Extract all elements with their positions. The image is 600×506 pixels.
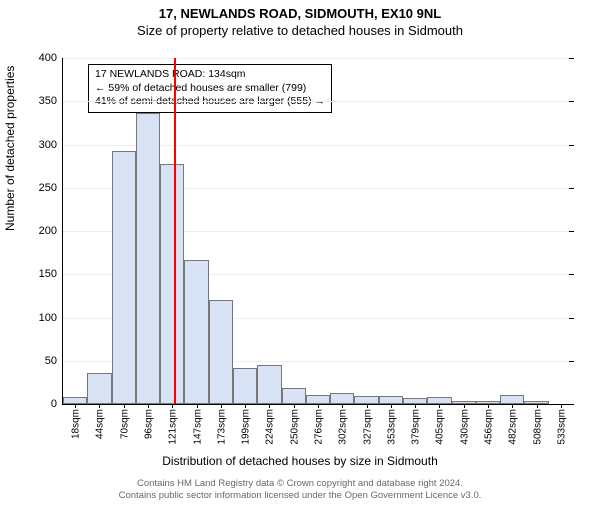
x-axis-label: Distribution of detached houses by size … (0, 454, 600, 468)
y-tick-label: 200 (39, 225, 63, 237)
x-tick-mark (464, 404, 465, 408)
x-tick-mark (124, 404, 125, 408)
y-axis-label: Number of detached properties (3, 66, 17, 231)
property-marker-line (174, 58, 176, 404)
x-tick-label: 456sqm (482, 409, 495, 445)
x-tick-label: 173sqm (214, 409, 227, 445)
x-tick-label: 276sqm (312, 409, 325, 445)
x-tick-mark (172, 404, 173, 408)
x-tick-mark (415, 404, 416, 408)
y-tick-label: 400 (39, 52, 63, 64)
y-tick-mark (569, 188, 574, 189)
x-tick-label: 224sqm (263, 409, 276, 445)
x-tick-mark (75, 404, 76, 408)
x-tick-label: 302sqm (336, 409, 349, 445)
x-tick-label: 44sqm (93, 409, 106, 439)
x-tick-mark (512, 404, 513, 408)
x-tick-mark (342, 404, 343, 408)
annotation-box: 17 NEWLANDS ROAD: 134sqm ← 59% of detach… (88, 64, 332, 113)
x-tick-label: 430sqm (457, 409, 470, 445)
histogram-bar (112, 151, 136, 404)
page-title: 17, NEWLANDS ROAD, SIDMOUTH, EX10 9NL (0, 6, 600, 21)
footer: Contains HM Land Registry data © Crown c… (0, 478, 600, 502)
x-tick-mark (561, 404, 562, 408)
x-tick-label: 147sqm (190, 409, 203, 445)
histogram-bar (330, 393, 354, 404)
y-tick-mark (569, 318, 574, 319)
y-tick-label: 250 (39, 182, 63, 194)
histogram-bar (209, 300, 233, 404)
x-tick-label: 250sqm (287, 409, 300, 445)
gridline (63, 58, 573, 59)
annotation-line2: ← 59% of detached houses are smaller (79… (95, 82, 325, 96)
footer-line1: Contains HM Land Registry data © Crown c… (0, 478, 600, 490)
y-tick-mark (569, 361, 574, 362)
y-tick-mark (569, 274, 574, 275)
x-tick-mark (537, 404, 538, 408)
x-tick-label: 96sqm (142, 409, 155, 439)
x-tick-mark (294, 404, 295, 408)
histogram-bar (500, 395, 524, 405)
x-tick-label: 533sqm (554, 409, 567, 445)
histogram-bar (379, 396, 403, 404)
annotation-line1: 17 NEWLANDS ROAD: 134sqm (95, 68, 325, 82)
x-tick-label: 482sqm (506, 409, 519, 445)
gridline (63, 101, 573, 102)
x-tick-label: 70sqm (117, 409, 130, 439)
x-tick-mark (318, 404, 319, 408)
y-tick-label: 0 (51, 398, 63, 410)
x-tick-mark (269, 404, 270, 408)
x-tick-mark (197, 404, 198, 408)
page-subtitle: Size of property relative to detached ho… (0, 23, 600, 38)
y-tick-label: 50 (45, 355, 63, 367)
x-tick-label: 353sqm (384, 409, 397, 445)
histogram-bar (160, 164, 184, 404)
histogram-bar (282, 388, 306, 404)
x-tick-label: 199sqm (239, 409, 252, 445)
y-tick-label: 300 (39, 139, 63, 151)
histogram-bar (427, 397, 451, 404)
y-tick-mark (569, 145, 574, 146)
y-tick-mark (569, 404, 574, 405)
y-tick-label: 100 (39, 312, 63, 324)
histogram-bar (233, 368, 257, 404)
y-tick-mark (569, 231, 574, 232)
histogram-bar (257, 365, 281, 404)
x-tick-mark (367, 404, 368, 408)
histogram-bar (354, 396, 378, 404)
x-tick-mark (148, 404, 149, 408)
y-tick-label: 350 (39, 95, 63, 107)
y-tick-mark (569, 58, 574, 59)
x-tick-label: 379sqm (409, 409, 422, 445)
histogram-bar (63, 397, 87, 404)
x-tick-label: 508sqm (530, 409, 543, 445)
x-tick-label: 405sqm (433, 409, 446, 445)
x-tick-mark (488, 404, 489, 408)
chart-container: 17, NEWLANDS ROAD, SIDMOUTH, EX10 9NL Si… (0, 6, 600, 506)
footer-line2: Contains public sector information licen… (0, 490, 600, 502)
chart-area: 17 NEWLANDS ROAD: 134sqm ← 59% of detach… (62, 58, 573, 405)
x-tick-mark (439, 404, 440, 408)
histogram-bar (136, 113, 160, 404)
histogram-bar (184, 260, 208, 404)
histogram-bar (87, 373, 111, 404)
histogram-bar (306, 395, 330, 405)
y-tick-mark (569, 101, 574, 102)
x-tick-label: 18sqm (69, 409, 82, 439)
x-tick-mark (221, 404, 222, 408)
x-tick-mark (99, 404, 100, 408)
x-tick-mark (391, 404, 392, 408)
x-tick-label: 327sqm (360, 409, 373, 445)
x-tick-mark (245, 404, 246, 408)
y-tick-label: 150 (39, 268, 63, 280)
x-tick-label: 121sqm (166, 409, 179, 445)
